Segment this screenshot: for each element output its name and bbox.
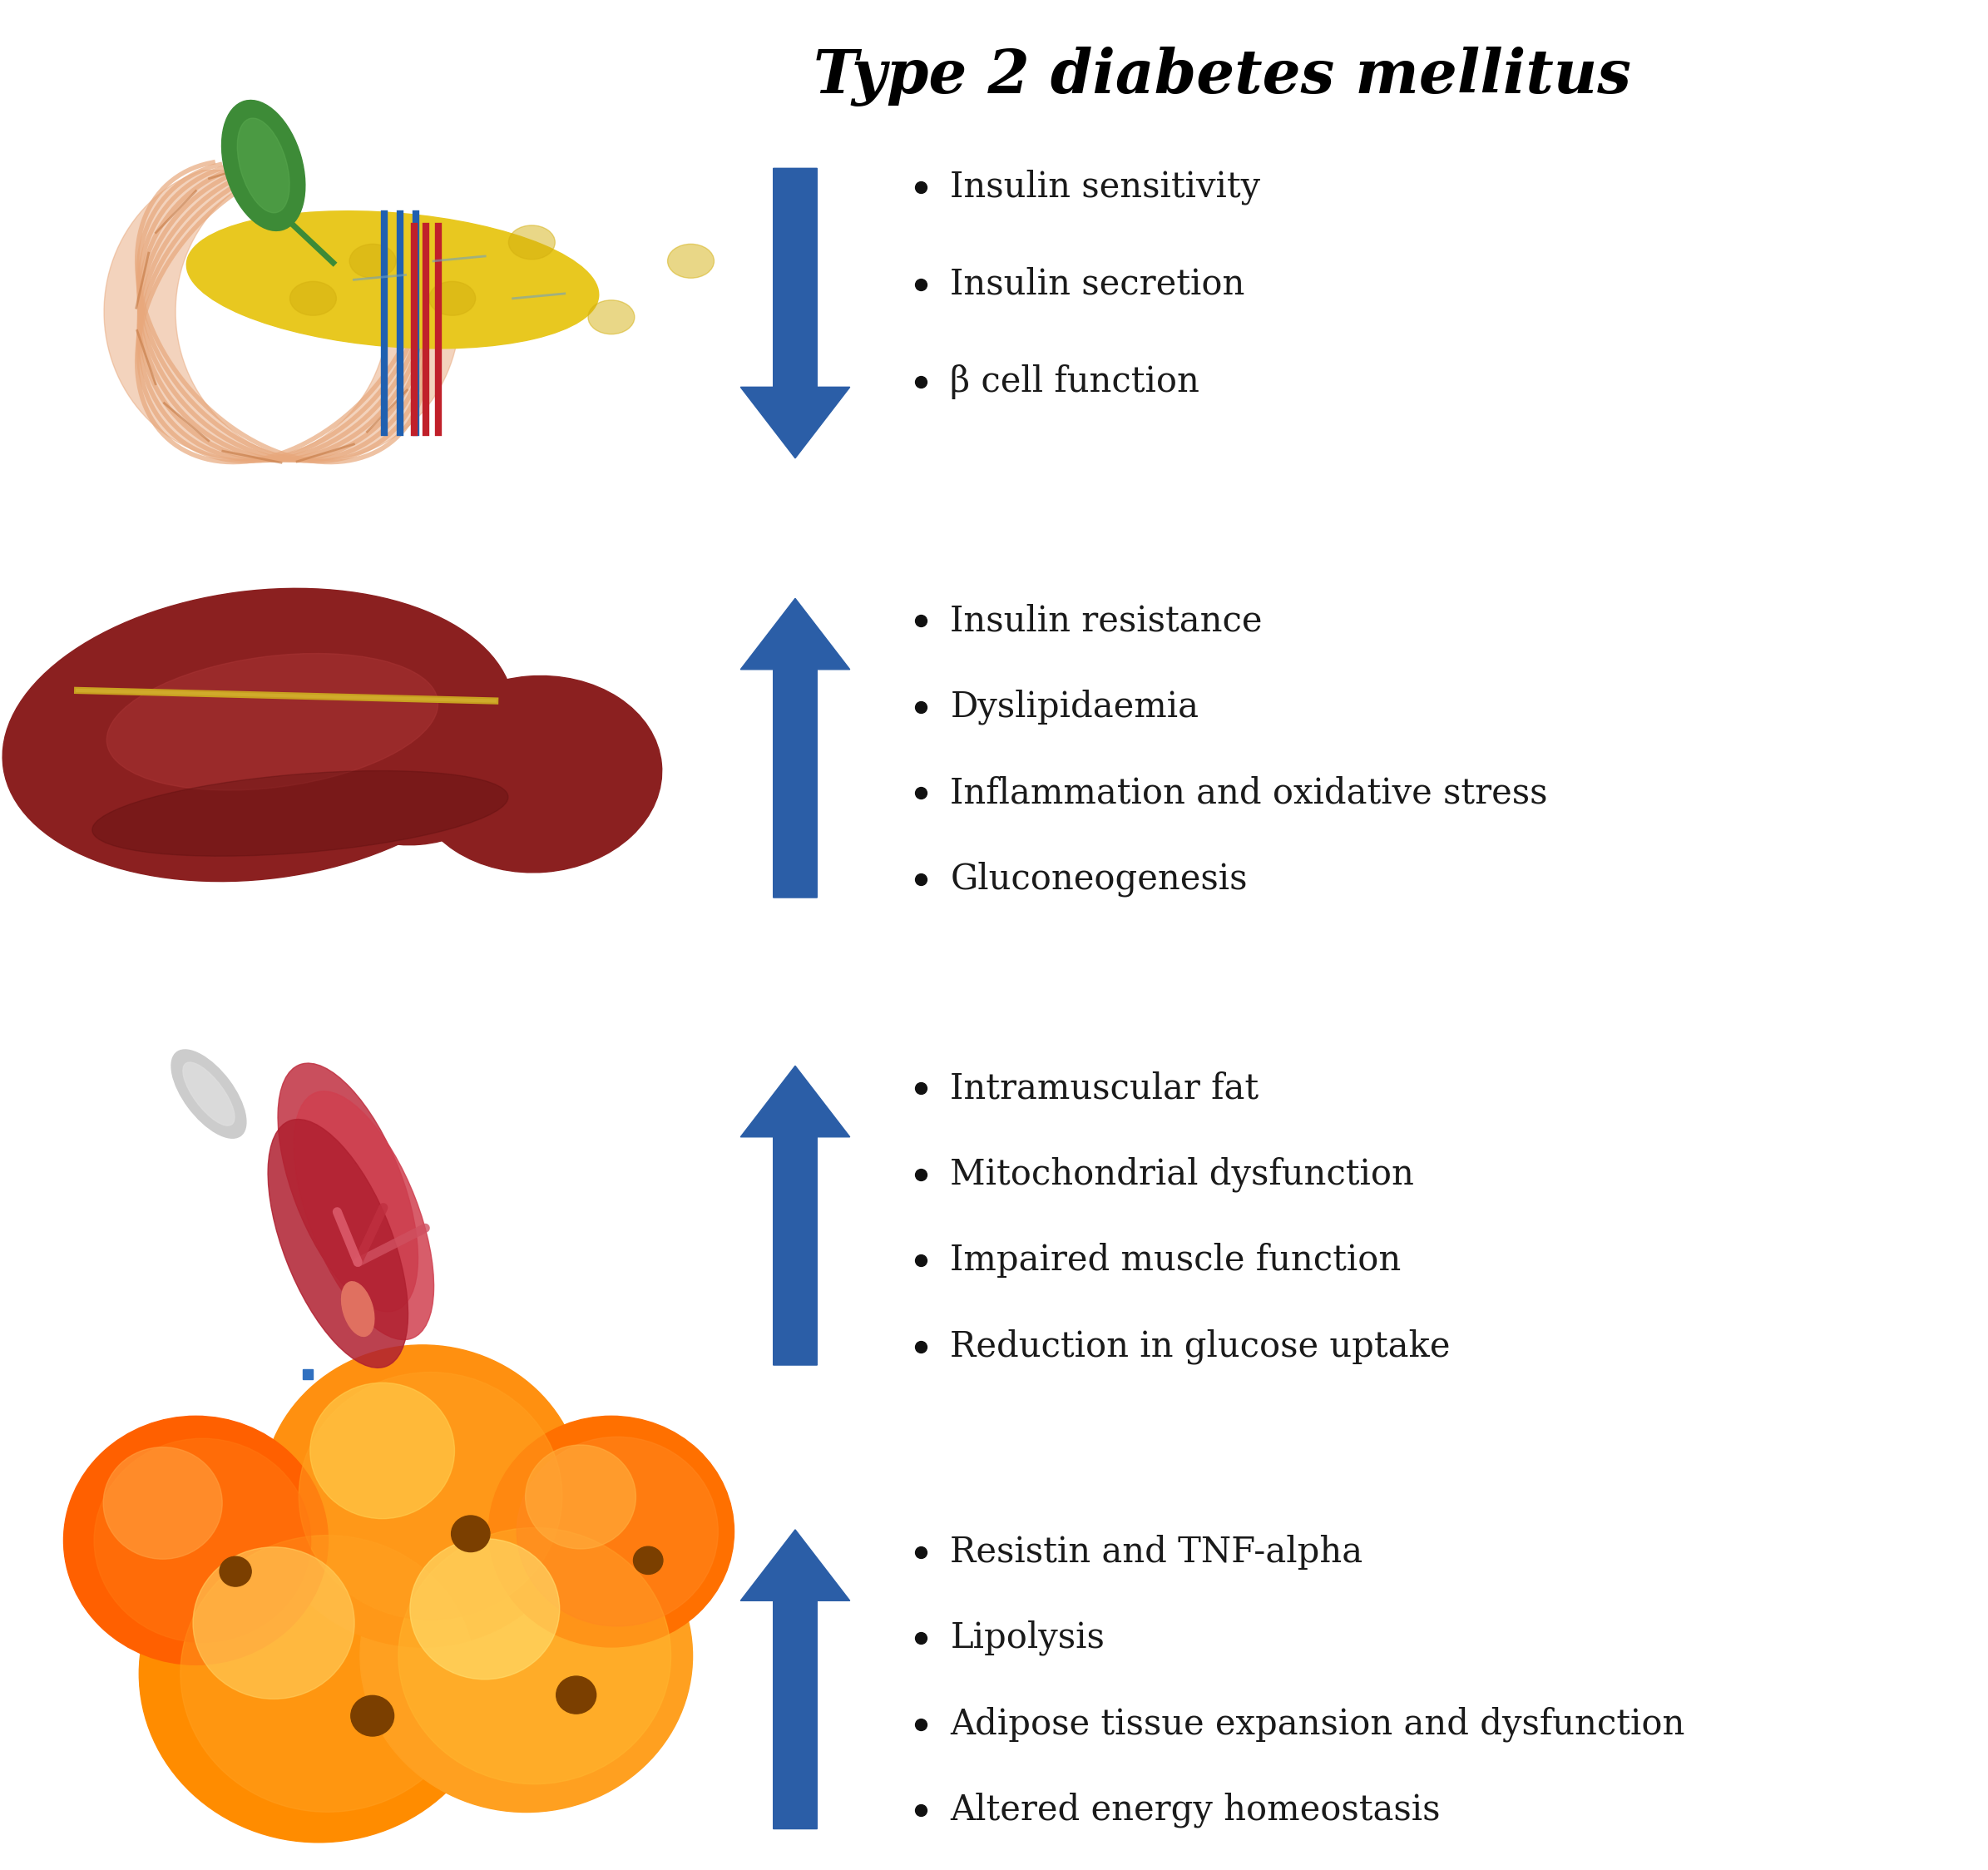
Text: Dyslipidaemia: Dyslipidaemia [950, 690, 1199, 724]
Ellipse shape [429, 282, 475, 316]
Ellipse shape [342, 1281, 374, 1337]
Circle shape [93, 1438, 310, 1642]
Circle shape [451, 1515, 489, 1552]
Circle shape [103, 1447, 223, 1560]
Circle shape [298, 1373, 563, 1619]
Circle shape [64, 1416, 328, 1664]
Text: Resistin and TNF-alpha: Resistin and TNF-alpha [950, 1535, 1364, 1569]
Ellipse shape [223, 101, 304, 230]
Text: Type 2 diabetes mellitus: Type 2 diabetes mellitus [813, 47, 1632, 107]
Ellipse shape [187, 211, 598, 348]
Ellipse shape [183, 1062, 235, 1126]
Circle shape [350, 1696, 394, 1735]
Circle shape [410, 1539, 559, 1679]
Text: Lipolysis: Lipolysis [950, 1621, 1105, 1655]
FancyArrow shape [740, 168, 851, 458]
Text: Insulin sensitivity: Insulin sensitivity [950, 170, 1260, 204]
Ellipse shape [2, 589, 515, 881]
Ellipse shape [237, 118, 290, 213]
Ellipse shape [91, 770, 509, 856]
FancyArrow shape [740, 1530, 851, 1829]
Text: Mitochondrial dysfunction: Mitochondrial dysfunction [950, 1158, 1413, 1191]
Ellipse shape [300, 662, 523, 845]
Circle shape [525, 1446, 636, 1548]
Text: Reduction in glucose uptake: Reduction in glucose uptake [950, 1330, 1451, 1363]
FancyArrow shape [740, 1066, 851, 1365]
Circle shape [398, 1528, 670, 1784]
Circle shape [181, 1535, 475, 1812]
Text: Impaired muscle function: Impaired muscle function [950, 1244, 1402, 1277]
Ellipse shape [107, 653, 437, 791]
Text: Intramuscular fat: Intramuscular fat [950, 1072, 1258, 1105]
Ellipse shape [509, 226, 555, 260]
Circle shape [139, 1505, 497, 1842]
Circle shape [517, 1436, 718, 1627]
Ellipse shape [290, 282, 336, 316]
Ellipse shape [278, 1064, 417, 1311]
Text: β cell function: β cell function [950, 365, 1199, 398]
Circle shape [262, 1345, 582, 1647]
Circle shape [634, 1546, 662, 1575]
Text: Adipose tissue expansion and dysfunction: Adipose tissue expansion and dysfunction [950, 1707, 1686, 1741]
Text: Insulin secretion: Insulin secretion [950, 267, 1244, 301]
Text: Inflammation and oxidative stress: Inflammation and oxidative stress [950, 776, 1549, 810]
Text: Altered energy homeostasis: Altered energy homeostasis [950, 1793, 1441, 1827]
FancyArrow shape [740, 598, 851, 898]
Circle shape [360, 1500, 692, 1812]
Circle shape [310, 1382, 455, 1518]
Circle shape [557, 1676, 596, 1713]
Text: Gluconeogenesis: Gluconeogenesis [950, 862, 1248, 896]
Ellipse shape [268, 1120, 408, 1367]
Ellipse shape [171, 1049, 247, 1139]
Ellipse shape [350, 245, 396, 279]
Ellipse shape [294, 1092, 433, 1339]
Ellipse shape [412, 675, 662, 873]
Circle shape [489, 1416, 734, 1647]
Circle shape [193, 1546, 354, 1700]
Ellipse shape [588, 301, 634, 335]
Ellipse shape [668, 245, 714, 279]
Circle shape [219, 1556, 250, 1586]
Text: Insulin resistance: Insulin resistance [950, 604, 1262, 638]
